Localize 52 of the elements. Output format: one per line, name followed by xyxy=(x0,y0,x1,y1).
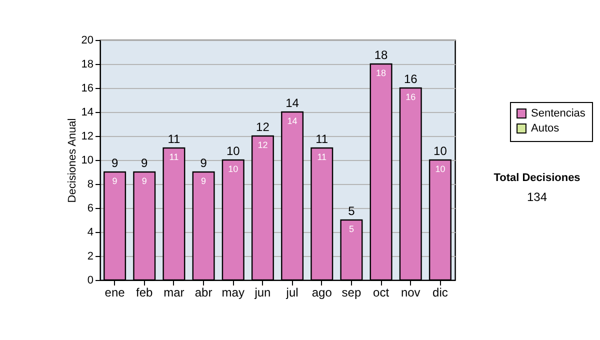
x-tick-label: sep xyxy=(342,286,362,300)
data-label: 10 xyxy=(435,164,446,174)
total-label: 16 xyxy=(404,72,418,86)
x-tick-label: jul xyxy=(285,286,298,300)
data-label: 9 xyxy=(201,176,206,186)
y-tick-label: 0 xyxy=(87,274,94,286)
legend-label: Sentencias xyxy=(531,108,586,120)
x-tick-label: may xyxy=(222,286,244,300)
data-label: 16 xyxy=(406,92,416,102)
data-label: 5 xyxy=(348,224,354,234)
total-label: 5 xyxy=(348,204,356,218)
total-label: 12 xyxy=(256,120,270,134)
x-tick-label: jun xyxy=(254,286,271,300)
text: Total Decisiones xyxy=(494,172,580,184)
y-tick-label: 20 xyxy=(81,34,94,46)
x-tick-label: dic xyxy=(432,286,448,300)
x-tick-label: ene xyxy=(104,286,126,300)
x-tick-label: mar xyxy=(164,286,184,300)
data-label: 9 xyxy=(112,176,118,186)
x-tick-label: nov xyxy=(400,286,420,300)
y-tick-label: 10 xyxy=(81,154,94,166)
data-label: 11 xyxy=(317,152,327,162)
y-tick-label: 12 xyxy=(81,130,94,142)
y-tick-label: 2 xyxy=(87,250,94,262)
total-label: 9 xyxy=(141,156,148,170)
total-label: 10 xyxy=(226,144,240,158)
x-tick-label: ago xyxy=(312,286,332,300)
y-tick-label: 14 xyxy=(81,106,94,118)
x-tick-label: abr xyxy=(194,286,212,300)
data-label: 12 xyxy=(258,140,268,150)
y-axis-title: Decisiones Anual xyxy=(66,118,78,203)
y-tick-label: 8 xyxy=(87,178,94,190)
total-label: 14 xyxy=(286,96,300,110)
y-tick-label: 18 xyxy=(81,58,94,70)
y-tick-label: 16 xyxy=(81,82,94,94)
data-label: 11 xyxy=(169,152,179,162)
total-label: 11 xyxy=(316,132,328,146)
total-label: 9 xyxy=(200,156,208,170)
total-label: 10 xyxy=(434,144,448,158)
legend-label: Autos xyxy=(531,122,560,134)
data-label: 9 xyxy=(142,176,147,186)
x-tick-label: oct xyxy=(373,286,390,300)
data-label: 18 xyxy=(376,68,386,78)
y-tick-label: 6 xyxy=(87,202,94,214)
y-tick-label: 4 xyxy=(87,226,94,238)
total-label: 11 xyxy=(168,132,181,146)
text: 134 xyxy=(526,190,548,204)
total-label: 18 xyxy=(374,48,388,62)
x-tick-label: feb xyxy=(136,286,154,300)
data-label: 10 xyxy=(228,164,238,174)
total-label: 9 xyxy=(111,156,118,170)
data-label: 14 xyxy=(287,116,298,126)
